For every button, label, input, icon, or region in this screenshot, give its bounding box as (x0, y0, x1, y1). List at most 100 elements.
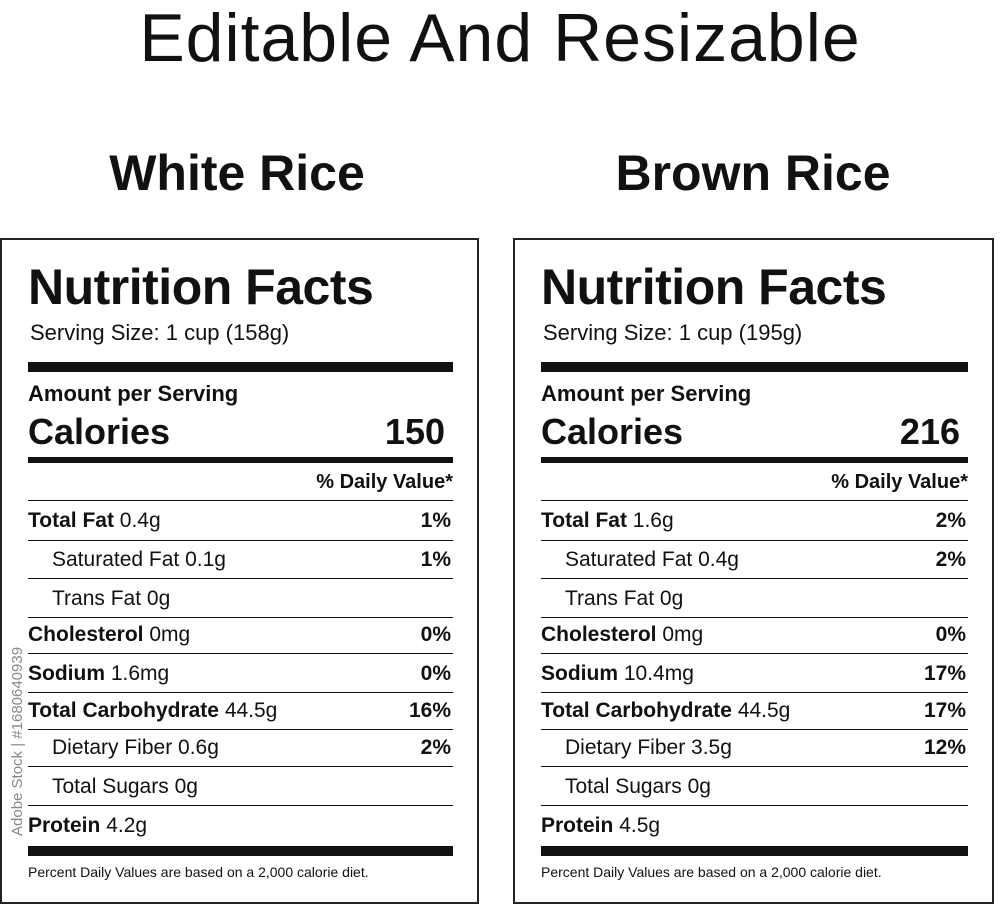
nutrient-row: Total Fat 1.6g (541, 510, 674, 531)
nutrient-amount: 0mg (149, 623, 191, 646)
nutrient-name: Sodium (541, 662, 618, 685)
nutrient-name: Saturated Fat (52, 548, 180, 571)
nutrient-row: Dietary Fiber 0.6g (52, 737, 219, 758)
heading: Nutrition Facts (28, 259, 374, 315)
nutrient-row: Total Carbohydrate 44.5g (28, 700, 277, 721)
daily-value: 12% (923, 736, 966, 759)
row-rule (28, 805, 453, 806)
daily-value: 2% (935, 548, 966, 571)
row-rule (541, 729, 968, 730)
nutrient-row: Sodium 10.4mg (541, 663, 694, 684)
nutrient-amount: 4.2g (106, 814, 148, 837)
daily-value: 17% (923, 699, 966, 722)
daily-value: 1% (420, 509, 451, 532)
row-rule (28, 617, 453, 618)
daily-value: 1% (420, 548, 451, 571)
nutrient-row: Cholesterol 0mg (541, 624, 703, 645)
nutrient-name: Saturated Fat (565, 548, 693, 571)
row-rule (541, 805, 968, 806)
amount-heading: Amount per Serving (28, 381, 239, 406)
nutrient-amount: 44.5g (224, 699, 278, 722)
nutrient-name: Cholesterol (541, 623, 657, 646)
thin-rule (541, 500, 968, 501)
nutrient-amount: 0g (687, 775, 711, 798)
nutrient-name: Protein (541, 814, 614, 837)
daily-value-heading: % Daily Value* (831, 471, 968, 493)
daily-value: 17% (923, 662, 966, 685)
row-rule (541, 653, 968, 654)
calories-value: 216 (899, 411, 960, 452)
thick-rule (541, 846, 968, 856)
nutrient-row: Total Sugars 0g (565, 776, 711, 797)
medium-rule (28, 457, 453, 463)
nutrient-name: Cholesterol (28, 623, 144, 646)
serving-size: Serving Size: 1 cup (195g) (543, 320, 803, 345)
nutrient-row: Total Fat 0.4g (28, 510, 161, 531)
nutrient-name: Total Sugars (52, 775, 169, 798)
nutrient-name: Sodium (28, 662, 105, 685)
label-box (513, 238, 994, 904)
calories-label: Calories (28, 411, 171, 452)
nutrient-row: Protein 4.5g (541, 815, 660, 836)
row-rule (28, 766, 453, 767)
nutrient-row: Sodium 1.6mg (28, 663, 169, 684)
nutrient-name: Total Carbohydrate (541, 699, 732, 722)
nutrient-amount: 4.5g (619, 814, 661, 837)
heading: Nutrition Facts (541, 259, 887, 315)
nutrient-amount: 1.6mg (110, 662, 170, 685)
nutrient-row: Protein 4.2g (28, 815, 147, 836)
nutrient-amount: 0.4g (119, 509, 161, 532)
nutrient-name: Total Fat (541, 509, 627, 532)
daily-value: 2% (935, 509, 966, 532)
nutrient-amount: 0mg (662, 623, 704, 646)
nutrient-row: Trans Fat 0g (565, 588, 683, 609)
nutrient-amount: 0.4g (698, 548, 739, 571)
page-title: Editable And Resizable (139, 0, 861, 76)
nutrient-name: Total Fat (28, 509, 114, 532)
nutrient-name: Dietary Fiber (52, 736, 173, 759)
nutrient-row: Dietary Fiber 3.5g (565, 737, 732, 758)
label-title: White Rice (109, 145, 365, 201)
footnote: Percent Daily Values are based on a 2,00… (28, 864, 369, 880)
label-box (0, 238, 479, 904)
calories-label: Calories (541, 411, 684, 452)
label-title: Brown Rice (615, 145, 891, 201)
thick-rule (28, 846, 453, 856)
nutrient-row: Cholesterol 0mg (28, 624, 190, 645)
nutrient-name: Total Carbohydrate (28, 699, 219, 722)
daily-value-heading: % Daily Value* (316, 471, 453, 493)
nutrient-row: Total Carbohydrate 44.5g (541, 700, 790, 721)
row-rule (28, 540, 453, 541)
nutrient-name: Protein (28, 814, 101, 837)
row-rule (28, 653, 453, 654)
nutrient-amount: 0g (174, 775, 198, 798)
nutrient-row: Total Sugars 0g (52, 776, 198, 797)
row-rule (541, 766, 968, 767)
nutrient-row: Saturated Fat 0.1g (52, 549, 226, 570)
nutrient-name: Dietary Fiber (565, 736, 686, 759)
thin-rule (28, 500, 453, 501)
row-rule (541, 578, 968, 579)
nutrient-amount: 44.5g (737, 699, 791, 722)
nutrient-name: Trans Fat (565, 587, 655, 610)
serving-size: Serving Size: 1 cup (158g) (30, 320, 290, 345)
nutrient-row: Saturated Fat 0.4g (565, 549, 739, 570)
nutrient-amount: 0g (146, 587, 171, 610)
daily-value: 0% (420, 662, 451, 685)
daily-value: 16% (408, 699, 451, 722)
nutrient-amount: 10.4mg (623, 662, 694, 685)
row-rule (541, 540, 968, 541)
nutrient-amount: 0.6g (178, 736, 219, 759)
nutrient-name: Total Sugars (565, 775, 682, 798)
daily-value: 0% (935, 623, 966, 646)
row-rule (28, 578, 453, 579)
nutrient-amount: 0.1g (185, 548, 226, 571)
daily-value: 2% (420, 736, 451, 759)
row-rule (28, 729, 453, 730)
row-rule (28, 692, 453, 693)
daily-value: 0% (420, 623, 451, 646)
row-rule (541, 617, 968, 618)
amount-heading: Amount per Serving (541, 381, 752, 406)
nutrient-amount: 1.6g (632, 509, 674, 532)
